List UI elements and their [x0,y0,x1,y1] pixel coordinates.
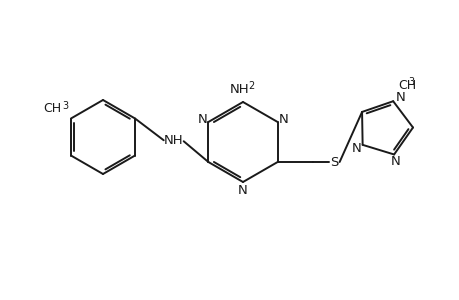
Text: N: N [197,112,207,125]
Text: NH: NH [163,134,183,147]
Text: NH: NH [230,82,249,95]
Text: 2: 2 [247,81,253,91]
Text: S: S [330,155,338,169]
Text: N: N [351,142,361,155]
Text: N: N [238,184,247,196]
Text: CH: CH [397,79,415,92]
Text: 3: 3 [62,100,68,110]
Text: 3: 3 [407,77,414,87]
Text: CH: CH [43,102,61,115]
Text: N: N [394,91,404,104]
Text: N: N [278,112,288,125]
Text: N: N [391,155,400,168]
